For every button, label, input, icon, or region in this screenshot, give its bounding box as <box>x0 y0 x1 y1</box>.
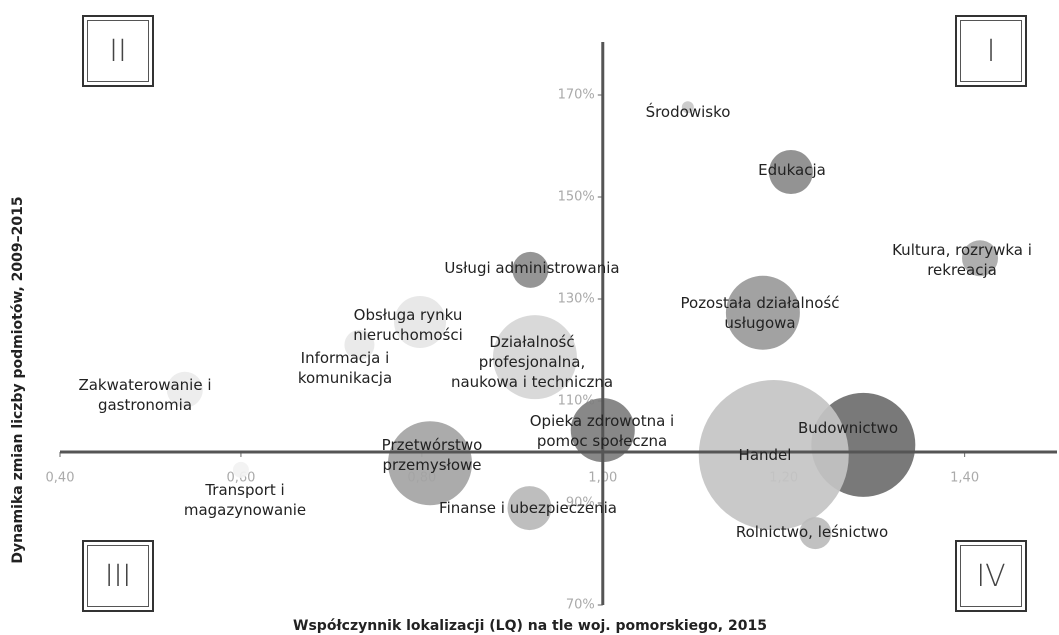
point-label: Przetwórstwo przemysłowe <box>381 436 483 474</box>
bubble <box>725 275 800 350</box>
bubble <box>166 371 203 408</box>
point-label: Budownictwo <box>797 419 898 437</box>
point-label: Obsługa rynku nieruchomości <box>353 306 463 344</box>
y-tick-label: 150% <box>558 190 595 205</box>
bubble <box>698 380 849 531</box>
bubble <box>768 150 813 195</box>
bubble <box>681 101 694 114</box>
quadrant-label: III <box>82 540 154 612</box>
point-label: Rolnictwo, leśnictwo <box>735 523 889 541</box>
point-label: Działalność profesjonalna, naukowa i tec… <box>450 333 614 391</box>
quadrant-label: IV <box>955 540 1027 612</box>
y-tick-label: 90% <box>566 496 595 511</box>
point-label: Handel <box>738 446 792 464</box>
point-label: Pozostała działalność usługowa <box>680 294 840 332</box>
x-axis-title: Współczynnik lokalizacji (LQ) na tle woj… <box>293 618 767 634</box>
y-tick-label: 130% <box>558 292 595 307</box>
x-tick-label: 1,40 <box>950 471 979 486</box>
bubble <box>492 315 577 400</box>
quadrant-label: I <box>955 15 1027 87</box>
bubble <box>507 486 552 531</box>
x-tick-label: 0,40 <box>46 471 75 486</box>
point-label: Opieka zdrowotna i pomoc społeczna <box>529 412 675 450</box>
bubble <box>512 251 549 288</box>
point-label: Środowisko <box>645 103 731 121</box>
point-label: Informacja i komunikacja <box>297 349 393 387</box>
y-axis-title: Dynamika zmian liczby podmiotów, 2009–20… <box>10 196 26 563</box>
point-label: Transport i magazynowanie <box>183 481 307 519</box>
x-tick-label: 0,60 <box>226 471 255 486</box>
y-tick-label: 70% <box>566 598 595 613</box>
point-label: Finanse i ubezpieczenia <box>439 499 617 517</box>
point-label: Zakwaterowanie i gastronomia <box>78 376 212 414</box>
bubble <box>344 329 375 360</box>
bubble <box>387 421 472 506</box>
point-label: Edukacja <box>758 161 826 179</box>
bubble <box>232 461 249 478</box>
point-label: Kultura, rozrywka i rekreacja <box>892 241 1032 279</box>
bubble <box>799 517 832 550</box>
bubble <box>394 295 447 348</box>
y-tick-label: 170% <box>558 88 595 103</box>
point-label: Usługi administrowania <box>444 259 620 277</box>
quadrant-label: II <box>82 15 154 87</box>
bubble <box>962 240 999 277</box>
